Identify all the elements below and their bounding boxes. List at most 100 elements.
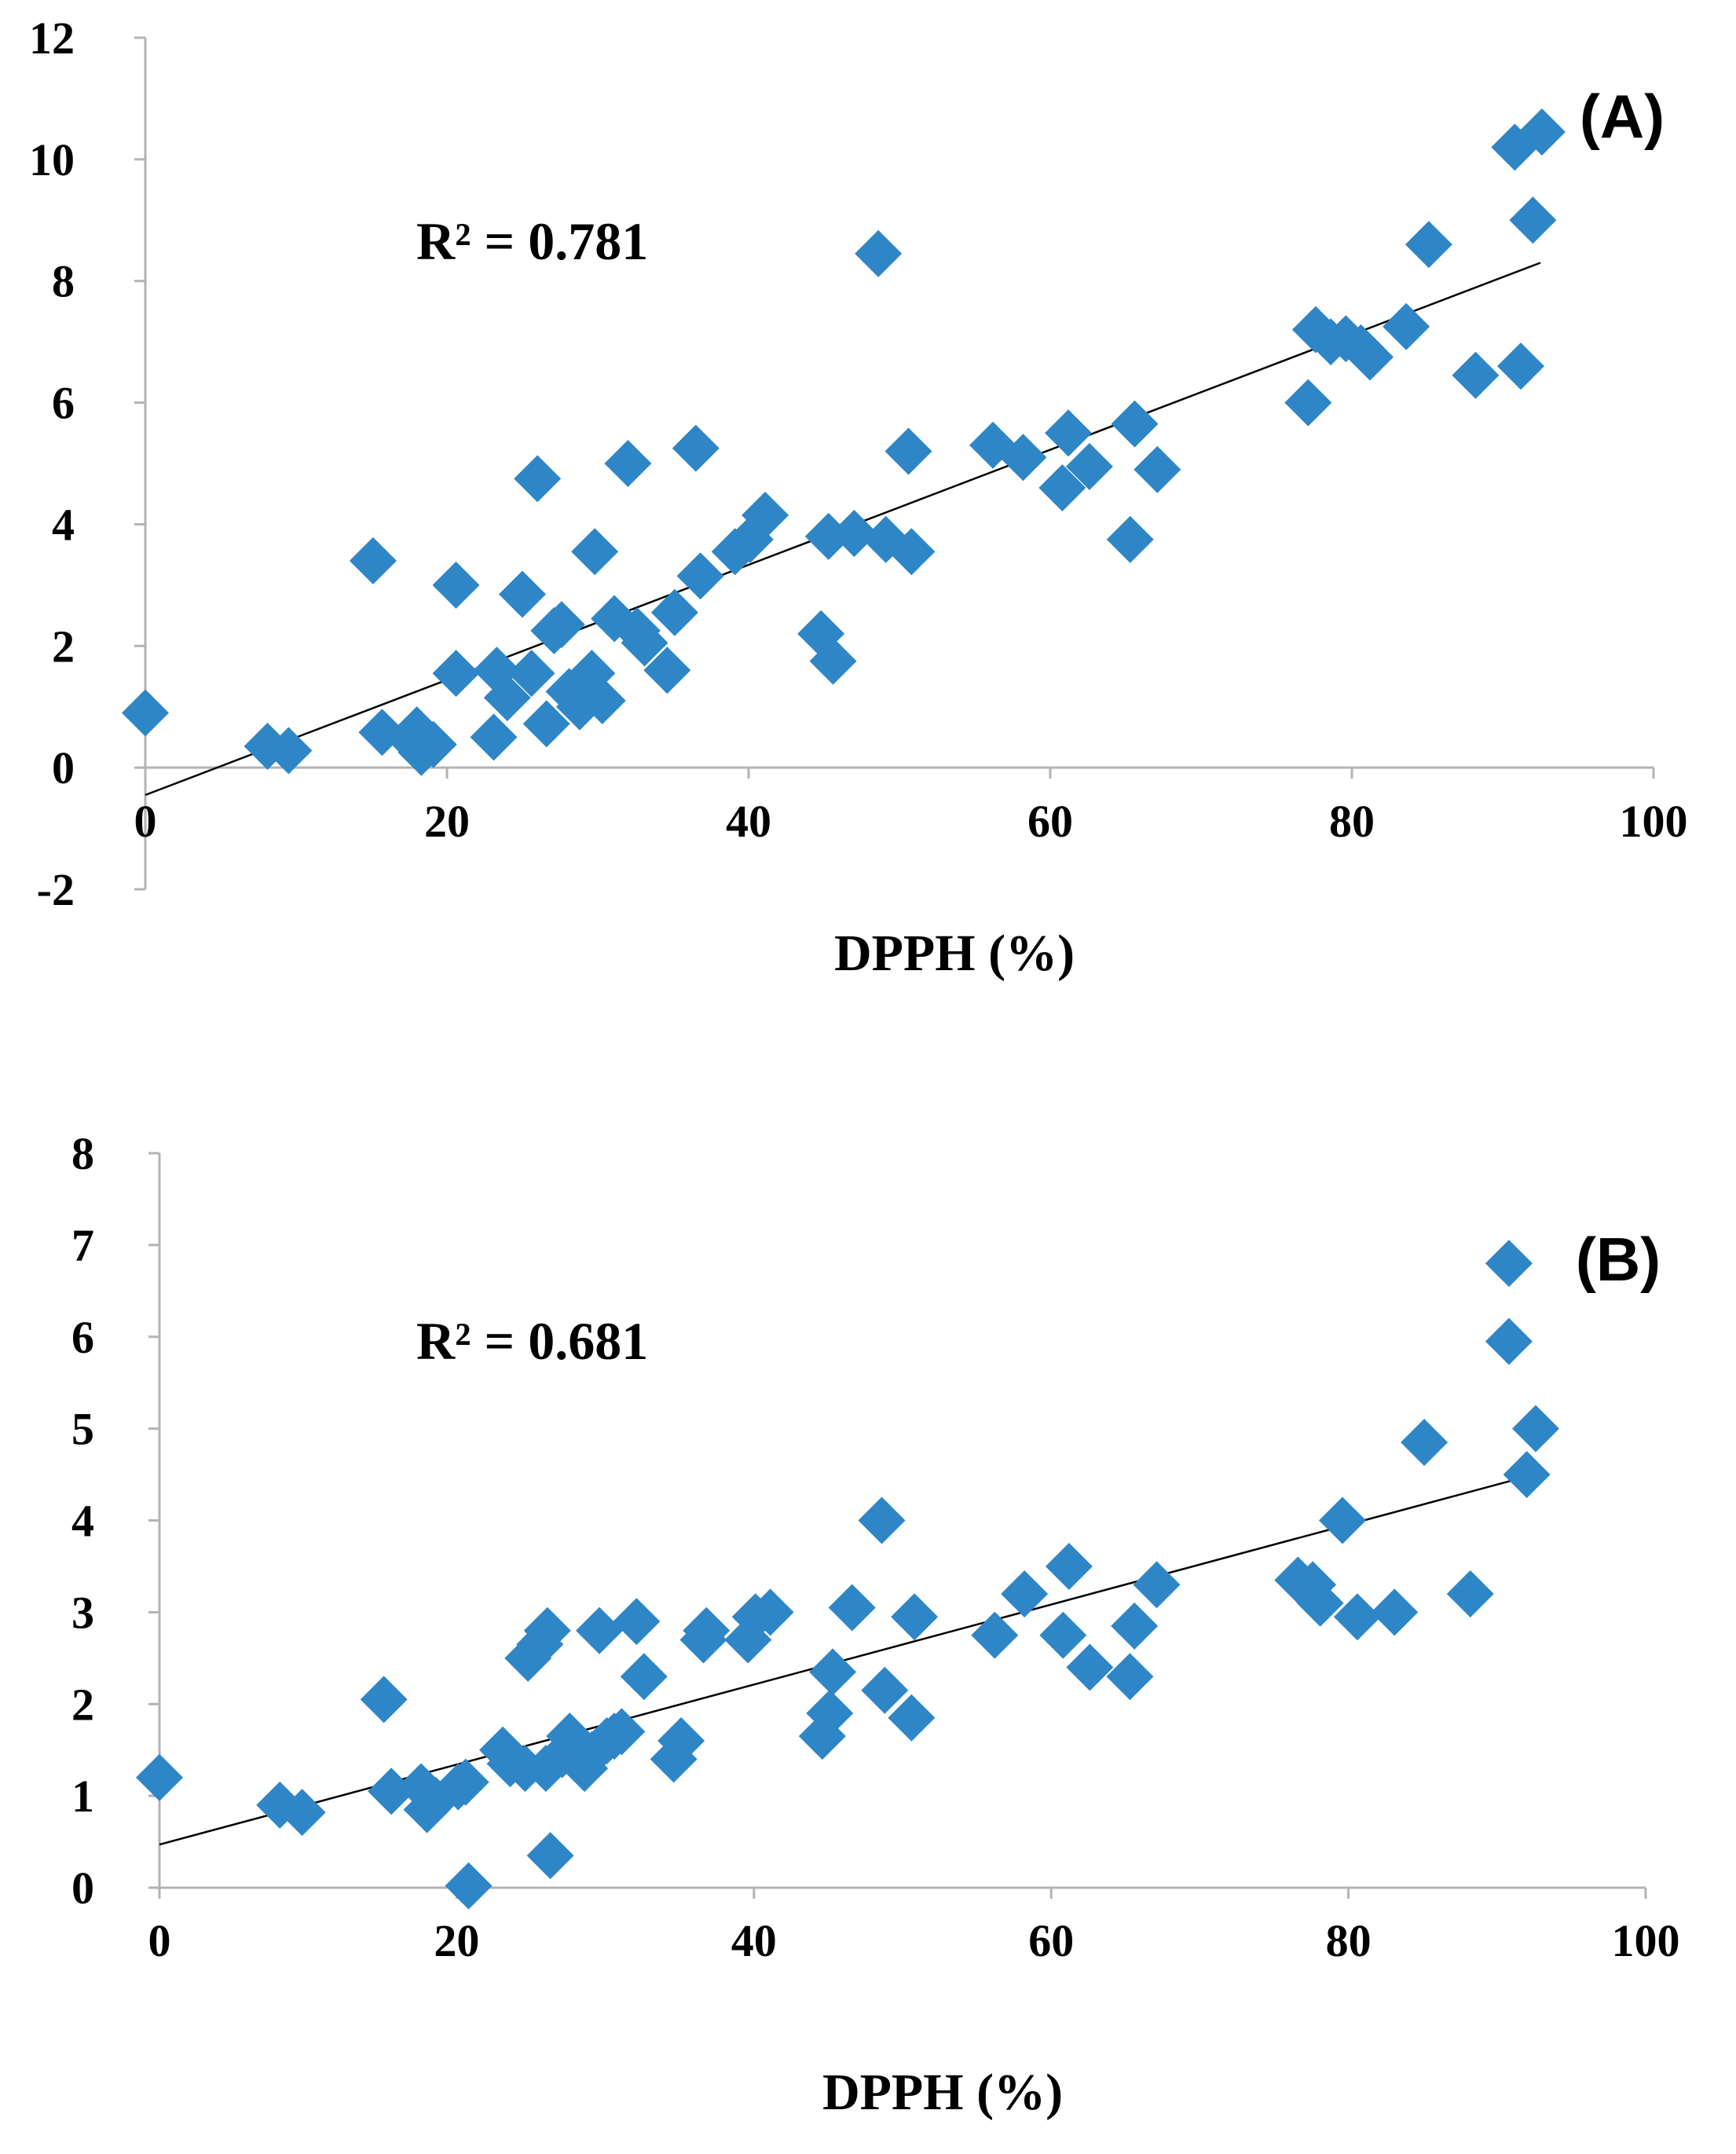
data-point: [1111, 400, 1159, 448]
data-point: [657, 1717, 705, 1764]
data-point: [888, 528, 936, 576]
data-point: [604, 440, 652, 487]
data-point: [1066, 1643, 1114, 1691]
data-point: [523, 1606, 571, 1654]
x-tick-label: 0: [148, 1915, 171, 1966]
data-point: [122, 689, 169, 737]
data-point: [432, 650, 480, 698]
data-point: [672, 424, 720, 472]
data-point: [613, 1598, 661, 1646]
data-point: [514, 455, 562, 503]
data-point: [888, 1694, 936, 1742]
y-tick-label: -2: [37, 864, 75, 915]
y-tick-label: 8: [52, 256, 75, 307]
y-tick-label: 10: [29, 134, 75, 185]
data-point: [742, 491, 789, 539]
data-point: [1333, 1593, 1381, 1641]
data-point: [1133, 1561, 1181, 1609]
data-point: [650, 588, 698, 636]
data-point: [1134, 445, 1181, 493]
x-tick-label: 20: [434, 1915, 479, 1966]
y-tick-label: 5: [71, 1404, 94, 1455]
data-point: [1319, 1496, 1367, 1544]
data-point: [1371, 1588, 1419, 1636]
data-point: [598, 1708, 646, 1756]
data-point: [368, 1768, 416, 1815]
data-point: [1065, 442, 1113, 490]
data-point: [136, 1753, 183, 1801]
data-point: [1383, 302, 1430, 350]
data-point: [855, 229, 903, 277]
data-point: [1045, 409, 1093, 457]
panel-a: -2 0 2 4 6 8 10 12 0 20 40 60 80 100 DPPH (%) R² = 0.78…: [29, 13, 1688, 982]
data-point: [809, 1648, 857, 1696]
data-point: [278, 1789, 326, 1837]
y-tick-label: 2: [52, 621, 75, 672]
data-point: [507, 650, 555, 698]
data-point: [432, 561, 480, 609]
y-tick-label: 6: [71, 1312, 94, 1363]
x-tick-label: 40: [726, 796, 771, 847]
data-point: [537, 601, 585, 649]
x-tick-label: 0: [134, 796, 157, 847]
data-point: [861, 1666, 909, 1714]
data-point: [360, 1676, 408, 1724]
y-tick-label: 4: [71, 1496, 94, 1547]
data-point: [620, 1653, 668, 1701]
y-tick-label: 2: [71, 1679, 94, 1730]
data-point: [1511, 1405, 1559, 1452]
data-point: [828, 1584, 876, 1632]
data-point: [1446, 1570, 1494, 1617]
data-point: [1039, 1611, 1087, 1659]
data-point: [809, 637, 857, 685]
data-point: [1503, 1451, 1551, 1499]
data-point: [578, 676, 626, 724]
y-tick-label: 6: [52, 378, 75, 429]
x-axis-title: DPPH (%): [834, 925, 1075, 982]
panel-label: (B): [1576, 1225, 1661, 1294]
data-point: [1106, 1653, 1154, 1701]
x-tick-label: 80: [1329, 796, 1375, 847]
y-tick-label: 12: [29, 13, 75, 64]
data-point: [1038, 463, 1086, 511]
data-point: [470, 713, 518, 761]
data-point: [806, 1689, 854, 1737]
data-point: [746, 1588, 794, 1636]
data-point: [1518, 108, 1566, 156]
r-squared-annotation: R² = 0.781: [416, 211, 648, 271]
data-point: [858, 1496, 906, 1544]
data-point: [884, 427, 932, 475]
data-point: [999, 434, 1047, 482]
data-point: [676, 552, 724, 600]
y-tick-label: 0: [71, 1863, 94, 1914]
data-point: [1405, 221, 1452, 269]
y-tick-label: 3: [71, 1587, 94, 1638]
data-point: [1485, 1240, 1533, 1288]
r-squared-annotation: R² = 0.681: [416, 1311, 648, 1371]
data-point: [1485, 1317, 1533, 1365]
data-point: [1111, 1602, 1159, 1650]
data-point: [621, 619, 668, 667]
data-point: [891, 1593, 939, 1641]
x-tick-label: 100: [1612, 1915, 1680, 1966]
data-point: [1045, 1542, 1093, 1590]
data-point: [683, 1606, 731, 1654]
data-point: [1106, 515, 1154, 563]
data-point: [1296, 1579, 1344, 1627]
data-point: [1284, 379, 1332, 427]
data-point: [526, 1832, 574, 1880]
data-point: [349, 537, 397, 584]
data-point: [576, 1606, 624, 1654]
data-point: [971, 1611, 1019, 1659]
data-point: [483, 674, 531, 722]
data-point: [409, 720, 457, 768]
data-point: [830, 510, 878, 558]
x-tick-label: 60: [1028, 1915, 1074, 1966]
data-point: [522, 700, 570, 748]
x-tick-label: 20: [424, 796, 470, 847]
data-point: [441, 1758, 489, 1806]
x-tick-label: 60: [1027, 796, 1073, 847]
x-tick-label: 40: [731, 1915, 777, 1966]
